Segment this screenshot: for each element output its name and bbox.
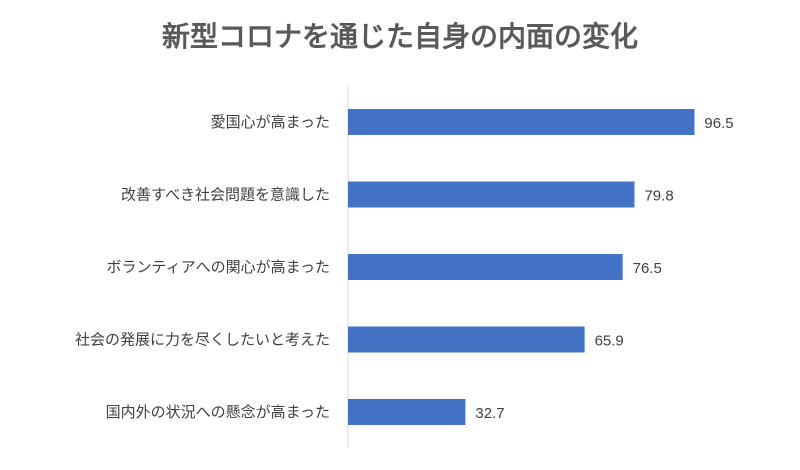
bars-group [348, 109, 695, 425]
value-labels-group: 96.5 79.8 76.5 65.9 32.7 [475, 115, 733, 422]
category-label: 国内外の状況への懸念が高まった [106, 403, 330, 421]
category-label: 愛国心が高まった [211, 113, 330, 131]
category-label: 改善すべき社会問題を意識した [121, 186, 330, 204]
data-label: 76.5 [633, 260, 662, 277]
bar [348, 254, 623, 280]
chart-title: 新型コロナを通じた自身の内面の変化 [162, 20, 638, 53]
data-label: 32.7 [475, 405, 504, 422]
data-label: 96.5 [704, 115, 733, 132]
category-labels-group: 愛国心が高まった改善すべき社会問題を意識したボランティアへの関心が高まった社会の… [75, 113, 330, 421]
category-label: ボランティアへの関心が高まった [106, 258, 330, 276]
category-label: 社会の発展に力を尽くしたいと考えた [75, 331, 330, 349]
bar [348, 181, 635, 208]
bar [348, 109, 695, 135]
bar [348, 326, 585, 353]
data-label: 79.8 [644, 188, 673, 205]
data-label: 65.9 [595, 333, 624, 350]
bar [348, 399, 466, 425]
